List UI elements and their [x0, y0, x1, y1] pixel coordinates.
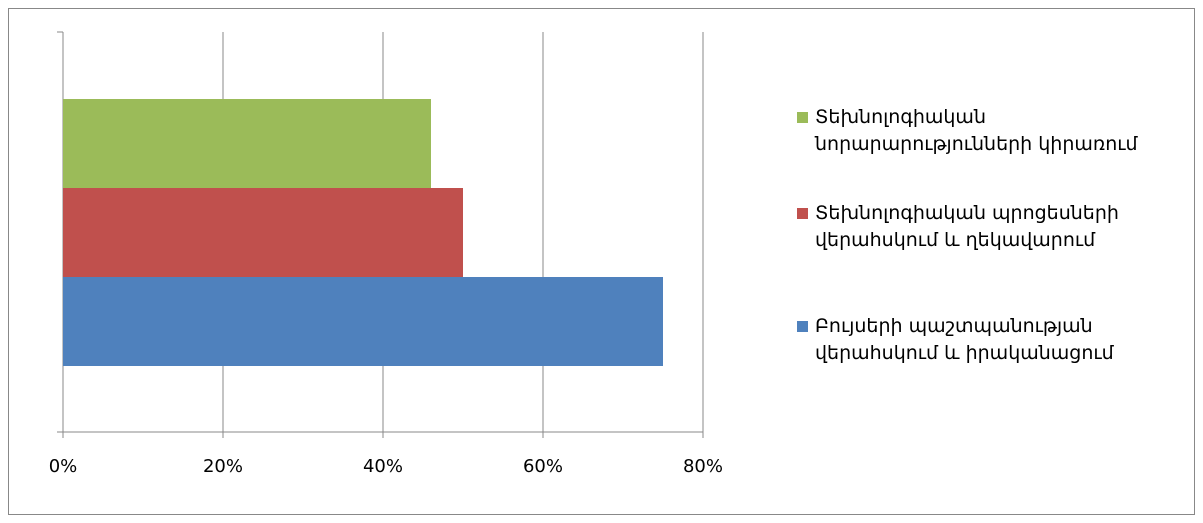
legend-item: Տեխնոլոգիական նորարարությունների կիրառու… — [797, 104, 1172, 158]
bar — [63, 277, 663, 366]
legend-label: Բույսերի պաշտպանության վերահսկում և իրակ… — [815, 315, 1114, 364]
x-tick-label: 20% — [203, 456, 243, 477]
legend-label: Տեխնոլոգիական նորարարությունների կիրառու… — [815, 106, 1138, 155]
legend-swatch — [797, 321, 808, 332]
legend-swatch — [797, 208, 808, 219]
x-tick-label: 0% — [49, 456, 78, 477]
legend-swatch — [797, 112, 808, 123]
x-tick-label: 60% — [523, 456, 563, 477]
bar — [63, 99, 431, 188]
bar — [63, 188, 463, 277]
x-tick-label: 40% — [363, 456, 403, 477]
x-tick-label: 80% — [683, 456, 723, 477]
legend-item: Բույսերի պաշտպանության վերահսկում և իրակ… — [797, 313, 1172, 367]
legend-item: Տեխնոլոգիական պրոցեսների վերահսկում և ղե… — [797, 200, 1172, 254]
legend-label: Տեխնոլոգիական պրոցեսների վերահսկում և ղե… — [815, 202, 1119, 251]
